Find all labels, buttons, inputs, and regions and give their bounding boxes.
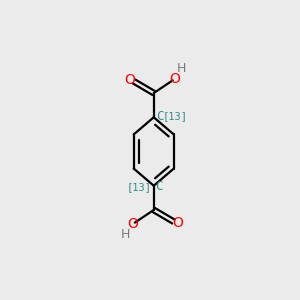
Text: O: O [124, 74, 135, 87]
Text: H: H [121, 228, 130, 241]
Text: [13]: [13] [163, 111, 188, 121]
Text: H: H [177, 62, 187, 75]
Text: O: O [128, 217, 138, 231]
Text: O: O [172, 216, 183, 230]
Text: C: C [156, 110, 164, 123]
Text: C: C [155, 180, 162, 193]
Text: O: O [169, 72, 180, 86]
Text: [13]: [13] [126, 182, 152, 192]
